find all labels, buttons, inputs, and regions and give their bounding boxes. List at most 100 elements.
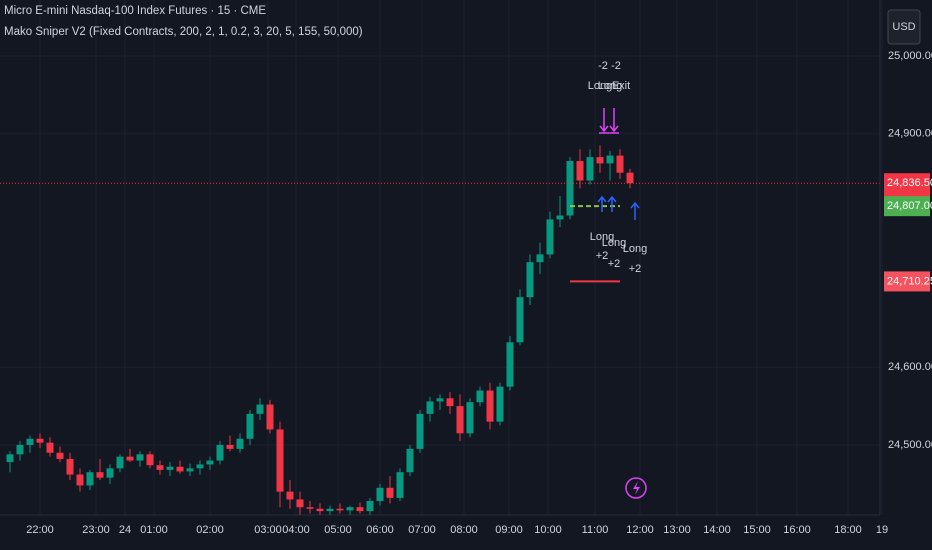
x-tick-label: 15:00: [743, 524, 771, 536]
candle-body: [396, 472, 404, 498]
candle-body: [356, 507, 364, 512]
x-tick-label: 03:00: [254, 524, 282, 536]
candle-body: [606, 155, 614, 164]
candle-body: [266, 404, 274, 430]
candle-body: [596, 157, 604, 164]
price-label: 24,807.00: [887, 200, 932, 212]
candle-body: [486, 390, 494, 422]
candle-body: [506, 342, 514, 387]
candle-body: [556, 215, 564, 220]
trade-annotations: -2 -2 Long Long Exit Long +2 Long +2 Lon…: [588, 60, 647, 275]
candle-body: [136, 454, 144, 461]
x-tick-label: 14:00: [703, 524, 731, 536]
x-tick-label: 04:00: [282, 524, 310, 536]
x-tick-label: 11:00: [582, 524, 609, 536]
y-tick-label: 24,900.00: [888, 128, 932, 140]
candle-body: [116, 456, 124, 469]
candle-body: [246, 413, 254, 439]
indicator-title: Mako Sniper V2 (Fixed Contracts, 200, 2,…: [4, 26, 363, 38]
candle-body: [66, 458, 74, 475]
candle-body: [446, 398, 454, 407]
candle-body: [406, 448, 414, 473]
candle-body: [516, 297, 524, 343]
trade-name: Long: [588, 80, 612, 92]
trade-name: Long: [598, 80, 622, 92]
candle-body: [326, 508, 334, 512]
currency-label[interactable]: USD: [892, 21, 915, 33]
x-tick-label: 09:00: [495, 524, 523, 536]
x-tick-label: 19: [876, 524, 888, 536]
x-tick-label: 23:00: [82, 524, 110, 536]
price-label: 24,710.25: [887, 275, 932, 287]
trade-name: Long: [623, 243, 647, 255]
x-tick-label: 10:00: [534, 524, 562, 536]
candle-body: [286, 491, 294, 500]
x-tick-label: 13:00: [663, 524, 691, 536]
candle-body: [316, 508, 324, 512]
grid: [0, 0, 883, 515]
candle-body: [346, 507, 354, 511]
candle-body: [296, 499, 304, 508]
trade-name: Long: [590, 231, 614, 243]
candle-body: [56, 452, 64, 459]
candle-body: [166, 466, 174, 470]
x-tick-label: 08:00: [450, 524, 478, 536]
candle-body: [626, 172, 634, 184]
x-tick-label: 24: [119, 524, 131, 536]
candle-body: [436, 398, 444, 402]
candle-body: [276, 429, 284, 492]
currency-button[interactable]: [887, 9, 921, 45]
trade-qty: -2: [598, 60, 608, 72]
trade-qty: +2: [596, 250, 609, 262]
candle-body: [416, 413, 424, 449]
x-tick-label: 12:00: [626, 524, 654, 536]
candle-body: [46, 442, 54, 453]
candle-body: [176, 466, 184, 472]
x-tick-label: 06:00: [366, 524, 394, 536]
trade-qty: -2: [611, 60, 621, 72]
y-tick-label: 24,500.00: [888, 439, 932, 451]
candle-body: [186, 468, 194, 472]
candle-body: [146, 454, 154, 466]
candle-body: [376, 487, 384, 501]
x-tick-label: 18:00: [834, 524, 862, 536]
candle-body: [536, 254, 544, 263]
x-tick-label: 16:00: [783, 524, 811, 536]
candle-body: [76, 474, 84, 486]
candle-body: [226, 444, 234, 449]
candle-body: [96, 472, 104, 478]
trade-qty: +2: [608, 258, 621, 270]
candle-body: [26, 438, 34, 445]
x-tick-label: 01:00: [140, 524, 168, 536]
candle-body: [456, 406, 464, 434]
alert-icon[interactable]: [625, 477, 647, 499]
x-tick-label: 02:00: [196, 524, 224, 536]
candle-body: [586, 157, 594, 181]
x-tick-label: 22:00: [26, 524, 54, 536]
symbol-title: Micro E-mini Nasdaq-100 Index Futures · …: [4, 5, 266, 17]
alert-bolt: [633, 481, 640, 495]
candle-body: [366, 500, 374, 512]
candle-body: [526, 262, 534, 298]
candle-body: [616, 155, 624, 173]
y-tick-label: 25,000.00: [888, 50, 932, 62]
candle-body: [236, 438, 244, 449]
candle-body: [476, 390, 484, 403]
candle-body: [256, 404, 264, 414]
price-label-box: [884, 271, 930, 292]
trade-name: Long: [602, 237, 626, 249]
candle-body: [126, 456, 134, 461]
candle-body: [86, 472, 94, 486]
candle-body: [496, 386, 504, 422]
price-label-box: [884, 196, 930, 217]
candle-body: [576, 161, 584, 181]
candle-body: [206, 460, 214, 465]
candle-body: [106, 468, 114, 478]
candle-body: [156, 465, 164, 470]
candle-body: [216, 444, 224, 461]
x-tick-label: 07:00: [408, 524, 436, 536]
candle-body: [386, 487, 394, 498]
